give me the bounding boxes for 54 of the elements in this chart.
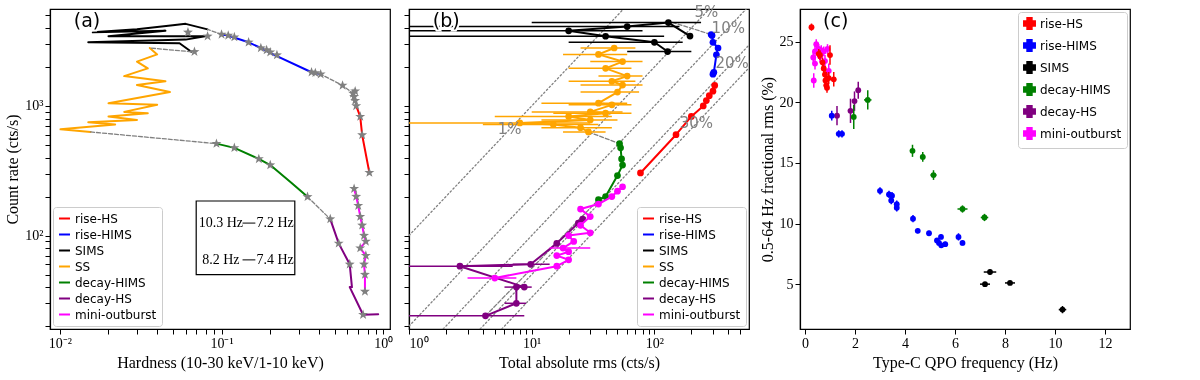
x-tick-label: 10⁰	[409, 335, 429, 351]
legend-label: mini-outburst	[75, 307, 157, 322]
x-tick-label: 10⁰	[374, 335, 394, 351]
x-tick-label: 10⁻²	[48, 335, 72, 351]
legend-label: mini-outburst	[659, 307, 741, 322]
legend-label: decay-HIMS	[659, 275, 730, 290]
legend-label: SIMS	[1040, 60, 1070, 75]
legend-label: SS	[75, 259, 91, 274]
legend-label: decay-HIMS	[75, 275, 146, 290]
legend-label: decay-HS	[75, 291, 132, 306]
legend-label: decay-HS	[659, 291, 716, 306]
annotation: 10%	[711, 18, 745, 37]
legend-label: rise-HS	[75, 211, 118, 226]
legend-label: rise-HIMS	[75, 227, 132, 242]
x-tick-label: 8	[1002, 335, 1009, 351]
annotation: 7.4 Hz	[256, 251, 294, 267]
legend-label: decay-HS	[1040, 104, 1097, 119]
y-tick-label: 10	[779, 216, 794, 232]
y-tick-label: 5	[786, 276, 794, 292]
legend-label: mini-outburst	[1040, 126, 1122, 141]
legend-label: rise-HS	[659, 211, 702, 226]
legend-label: SS	[659, 259, 675, 274]
y-tick-label: 10³	[25, 98, 44, 114]
annotation: (c)	[823, 9, 849, 31]
x-tick-label: 6	[952, 335, 959, 351]
y-axis-title: Count rate (cts/s)	[4, 114, 23, 225]
legend-label: rise-HIMS	[659, 227, 716, 242]
annotation: 10.3 Hz	[198, 215, 244, 231]
x-axis-title: Type-C QPO frequency (Hz)	[872, 353, 1059, 372]
x-tick-label: 0	[802, 335, 809, 351]
y-axis-title: 0.5-64 Hz fractional rms (%)	[758, 76, 777, 263]
annotation: 1%	[497, 120, 522, 139]
x-tick-label: 12	[1098, 335, 1113, 351]
legend-label: rise-HIMS	[1040, 38, 1097, 53]
x-tick-label: 10	[1048, 335, 1063, 351]
annotation: 8.2 Hz	[202, 251, 240, 267]
x-axis-title: Hardness (10-30 keV/1-10 keV)	[117, 353, 324, 372]
legend-label: SIMS	[75, 243, 105, 258]
annotation: (b)	[432, 9, 460, 31]
x-tick-label: 10¹	[523, 335, 542, 351]
y-tick-label: 15	[779, 155, 794, 171]
x-tick-label: 2	[852, 335, 859, 351]
y-tick-label: 25	[779, 34, 794, 50]
y-tick-label: 20	[779, 94, 794, 110]
annotation: 20%	[715, 53, 749, 72]
legend-label: SIMS	[659, 243, 689, 258]
x-tick-label: 4	[902, 335, 909, 351]
legend-label: decay-HIMS	[1040, 82, 1111, 97]
x-axis-title: Total absolute rms (cts/s)	[498, 353, 661, 372]
x-tick-label: 10⁻¹	[210, 335, 234, 351]
annotation: (a)	[73, 9, 101, 31]
x-tick-label: 10²	[645, 335, 665, 351]
annotation: 7.2 Hz	[256, 215, 294, 231]
legend-label: rise-HS	[1040, 16, 1083, 31]
